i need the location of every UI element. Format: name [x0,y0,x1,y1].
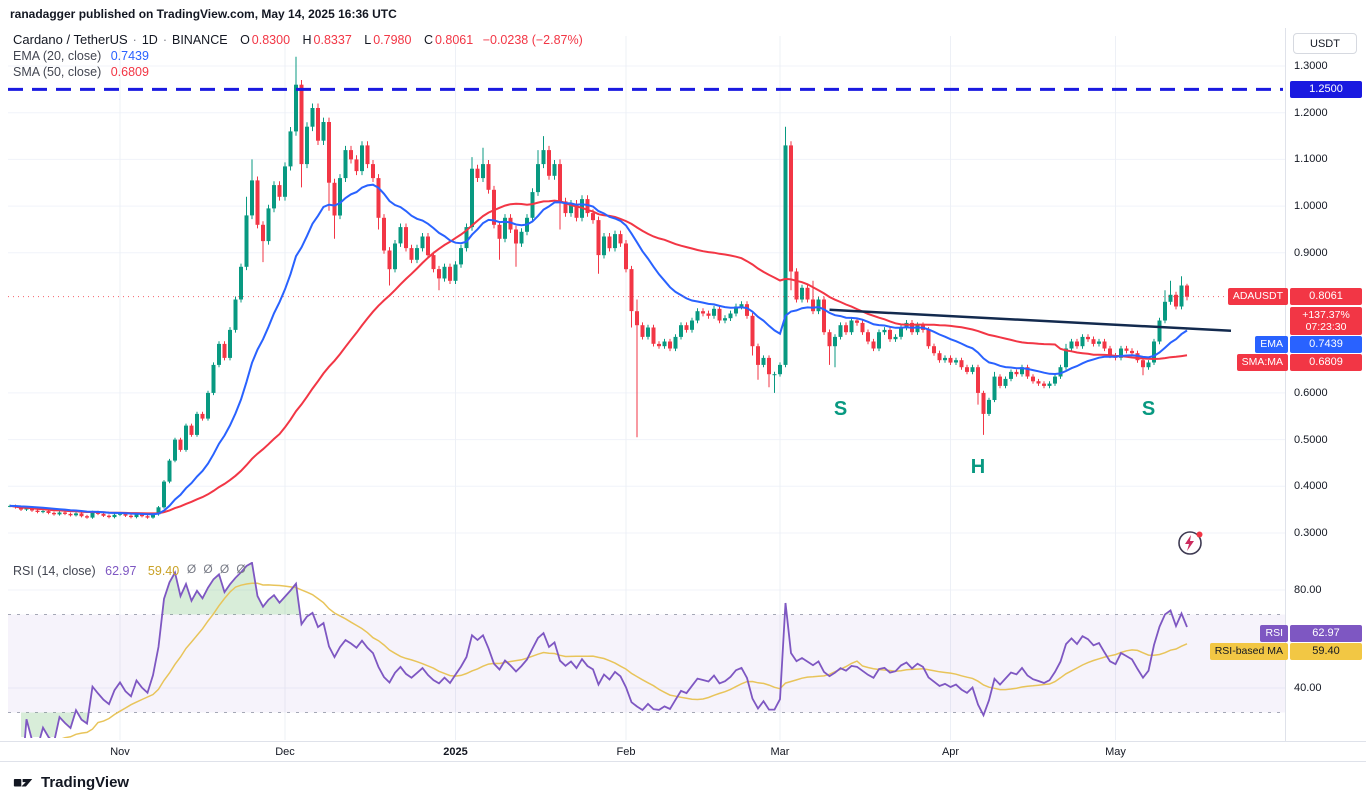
axis-tick-label: 1.0000 [1294,200,1328,213]
symbol-badge-tag: ADAUSDT [1227,288,1288,305]
open-label: O [240,33,250,47]
close-value: 0.8061 [434,33,474,47]
ema-line [9,183,1188,516]
ema-badge-tag: EMA [1255,336,1288,353]
sma-value: 0.6809 [110,65,149,79]
sma-legend-row[interactable]: SMA (50, close) 0.6809 [13,64,583,80]
close-label: C [423,33,433,47]
change-value: −0.0238 (−2.87%) [482,33,583,47]
axis-tick-label: 0.3000 [1294,527,1328,539]
interval-label: 1D [141,33,158,47]
separator-dot: · [162,33,167,47]
low-value: 0.7980 [373,33,412,47]
rsi-label: RSI (14, close) [13,564,96,578]
clipped-value-icon: Ø [220,562,229,576]
rsi-overbought-fill [21,562,1187,615]
sma-price-badge: SMA:MA 0.6809 [1236,354,1362,371]
clipped-value-icon: Ø [236,562,245,576]
ema-badge-value: 0.7439 [1290,336,1362,353]
rsi-ma-line [61,582,1188,738]
sma-badge-tag: SMA:MA [1236,354,1288,371]
low-label: L [364,33,372,47]
high-label: H [302,33,312,47]
time-axis-label: Nov [110,746,130,758]
symbol-price-badge: ADAUSDT 0.8061 [1227,288,1362,305]
symbol-badge-value: 0.8061 [1290,288,1362,305]
publisher-text: ranadagger published on TradingView.com,… [10,7,397,21]
flash-icon[interactable] [1178,531,1203,555]
sma-badge-value: 0.6809 [1290,354,1362,371]
time-axis-label: Dec [275,746,295,758]
ema-legend-row[interactable]: EMA (20, close) 0.7439 [13,48,583,64]
level-price-badge: 1.2500 [1290,81,1362,98]
time-axis-label: 2025 [443,746,468,758]
ema-price-badge: EMA 0.7439 [1255,336,1362,353]
clipped-value-icon: Ø [187,562,196,576]
axis-tick-label: 0.9000 [1294,246,1328,259]
rsi-badge: RSI 62.97 [1260,625,1362,642]
axis-tick-label: 80.00 [1294,584,1322,596]
ema-value: 0.7439 [110,49,149,63]
rsi-value: 62.97 [105,564,137,578]
rsi-ma-value: 59.40 [147,564,180,578]
publisher-bar: ranadagger published on TradingView.com,… [0,0,1366,28]
rsi-badge-value: 62.97 [1290,625,1362,642]
high-value: 0.8337 [313,33,352,47]
rsi-ma-badge-value: 59.40 [1290,643,1362,660]
clipped-value-icon: Ø [203,562,212,576]
axis-tick-label: 0.4000 [1294,480,1328,493]
time-axis-label: Feb [616,746,636,758]
rsi-ma-badge: RSI-based MA 59.40 [1209,643,1362,660]
rsi-badge-tag: RSI [1260,625,1288,642]
time-axis-label: Mar [770,746,790,758]
separator-dot: · [132,33,137,47]
candlestick-series [8,56,1189,519]
axis-tick-label: 1.3000 [1294,60,1328,72]
currency-toggle[interactable]: USDT [1293,33,1357,54]
trendline[interactable] [829,308,1232,333]
axis-tick-label: 40.00 [1294,682,1322,694]
axis-tick-label: 1.1000 [1294,153,1328,166]
rsi-legend-row[interactable]: RSI (14, close) 62.97 59.40 [13,563,179,579]
time-axis-label: Apr [941,746,960,758]
pattern-label: S [834,398,847,420]
symbol-title: Cardano / TetherUS [13,32,128,47]
tradingview-logo-icon[interactable] [13,772,34,793]
axis-tick-label: 0.5000 [1294,433,1328,446]
footer-bar: TradingView [0,763,1366,801]
change-percent: +137.37% [1302,309,1350,321]
tradingview-logo-text[interactable]: TradingView [41,773,130,791]
exchange-label: BINANCE [172,33,228,47]
axis-tick-label: 1.2000 [1294,106,1328,119]
pattern-label: S [1142,398,1155,420]
rsi-line [24,562,1188,738]
pattern-label: H [971,456,985,478]
axis-tick-label: 0.6000 [1294,386,1328,399]
ema-label: EMA (20, close) [13,49,102,63]
sma-label: SMA (50, close) [13,65,102,79]
bar-countdown: 07:23:30 [1305,321,1347,333]
open-value: 0.8300 [251,33,291,47]
time-axis-label: May [1105,746,1126,758]
sma-line [9,199,1188,515]
countdown-badge: +137.37% 07:23:30 [1290,307,1362,335]
rsi-ma-badge-tag: RSI-based MA [1209,643,1288,660]
time-axis[interactable]: Nov Dec 2025 Feb Mar Apr May [0,741,1366,762]
level-badge-value: 1.2500 [1290,81,1362,98]
